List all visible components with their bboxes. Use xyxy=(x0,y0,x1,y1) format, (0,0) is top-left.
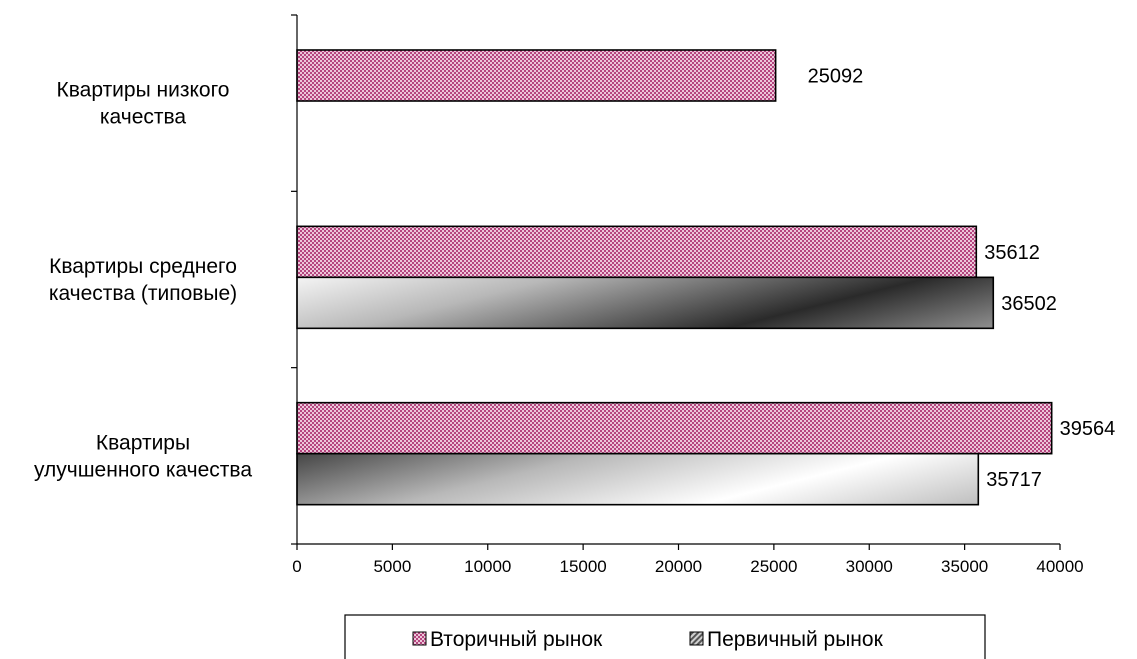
x-tick-label: 25000 xyxy=(750,557,797,576)
x-tick-label: 10000 xyxy=(464,557,511,576)
value-label-s0-c2: 39564 xyxy=(1060,418,1116,440)
category-label-1: Квартиры среднего качества (типовые) xyxy=(49,255,237,305)
category-labels: Квартиры низкого качества Квартиры среднег… xyxy=(34,79,252,482)
legend-swatch-secondary xyxy=(412,631,427,646)
value-label-s0-c0: 25092 xyxy=(808,66,864,88)
bar-s0-c1 xyxy=(296,225,978,279)
data-labels: 25092 35612 36502 39564 35717 xyxy=(808,66,1116,492)
value-label-s0-c1: 35612 xyxy=(984,242,1040,264)
legend: Вторичный рынок Первичный рынок xyxy=(344,614,986,659)
value-label-s1-c2: 35717 xyxy=(986,469,1042,491)
category-label-line: качества xyxy=(100,106,187,129)
x-tick-label: 0 xyxy=(292,557,301,576)
bars-group xyxy=(296,49,1053,506)
x-tick-label: 15000 xyxy=(559,557,606,576)
bar-s0-c0 xyxy=(296,49,777,102)
x-tick-label: 40000 xyxy=(1036,557,1083,576)
bar-s1-c1 xyxy=(296,276,995,330)
axes-group: 0 5000 10000 15000 20000 25000 30000 35000 40000 xyxy=(291,14,1084,576)
legend-label-primary: Первичный рынок xyxy=(707,628,884,651)
value-label-s1-c1: 36502 xyxy=(1001,293,1057,315)
bar-s1-c2 xyxy=(296,452,980,506)
legend-swatch-primary xyxy=(689,631,704,646)
x-tick-label: 5000 xyxy=(373,557,411,576)
category-label-line: улучшенного качества xyxy=(34,458,252,481)
category-label-line: Квартиры низкого xyxy=(57,79,230,102)
legend-label-secondary: Вторичный рынок xyxy=(430,628,603,651)
category-label-2: Квартиры улучшенного качества xyxy=(34,431,252,481)
x-tick-label: 30000 xyxy=(846,557,893,576)
bar-s0-c2 xyxy=(296,401,1053,455)
category-label-line: Квартиры xyxy=(96,431,190,454)
category-label-line: Квартиры среднего xyxy=(49,255,237,278)
category-label-line: качества (типовые) xyxy=(49,282,237,305)
x-tick-label: 20000 xyxy=(655,557,702,576)
x-tick-label: 35000 xyxy=(941,557,988,576)
category-label-0: Квартиры низкого качества xyxy=(57,79,230,129)
legend-box xyxy=(344,614,986,659)
